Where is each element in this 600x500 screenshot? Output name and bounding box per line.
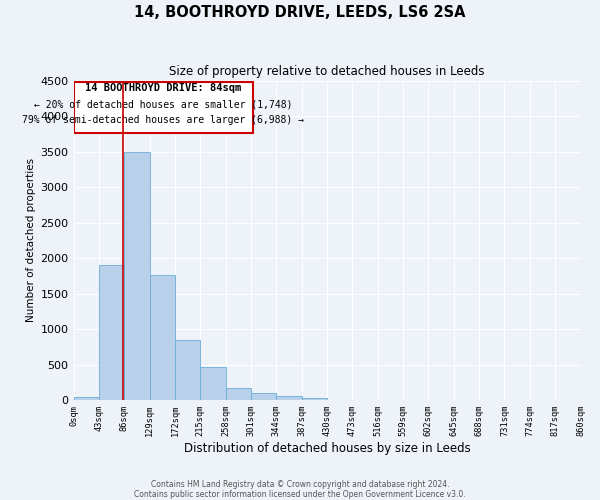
Bar xyxy=(226,388,251,400)
Text: 14 BOOTHROYD DRIVE: 84sqm: 14 BOOTHROYD DRIVE: 84sqm xyxy=(85,84,242,94)
Text: ← 20% of detached houses are smaller (1,748): ← 20% of detached houses are smaller (1,… xyxy=(34,100,293,110)
Text: 79% of semi-detached houses are larger (6,988) →: 79% of semi-detached houses are larger (… xyxy=(22,116,304,126)
Text: 14, BOOTHROYD DRIVE, LEEDS, LS6 2SA: 14, BOOTHROYD DRIVE, LEEDS, LS6 2SA xyxy=(134,5,466,20)
Bar xyxy=(200,368,226,400)
Bar xyxy=(277,396,302,400)
Title: Size of property relative to detached houses in Leeds: Size of property relative to detached ho… xyxy=(169,65,485,78)
Bar xyxy=(74,82,253,133)
Y-axis label: Number of detached properties: Number of detached properties xyxy=(26,158,37,322)
X-axis label: Distribution of detached houses by size in Leeds: Distribution of detached houses by size … xyxy=(184,442,470,455)
Bar xyxy=(251,394,277,400)
Bar xyxy=(74,397,99,400)
Bar xyxy=(124,152,149,400)
Bar xyxy=(175,340,200,400)
Bar xyxy=(99,265,124,400)
Bar xyxy=(149,275,175,400)
Text: Contains HM Land Registry data © Crown copyright and database right 2024.
Contai: Contains HM Land Registry data © Crown c… xyxy=(134,480,466,499)
Bar xyxy=(302,398,327,400)
